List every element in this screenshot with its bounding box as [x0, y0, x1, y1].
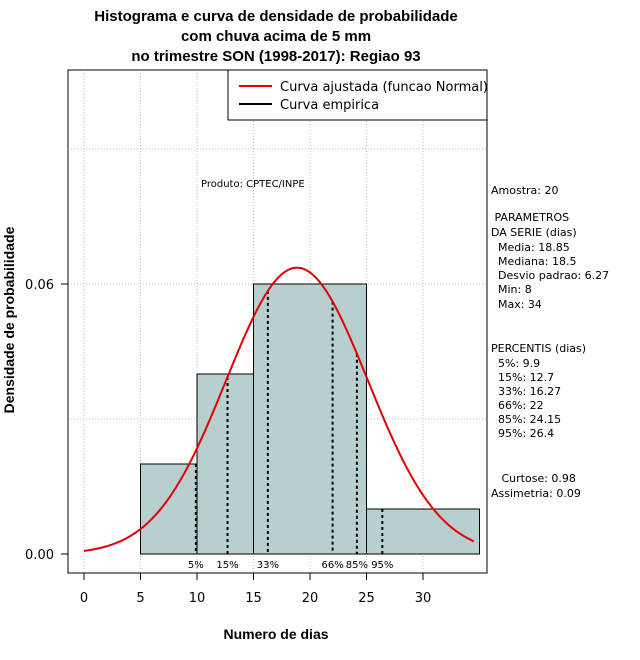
percentile-label: 33%	[257, 560, 279, 571]
x-axis-label: Numero de dias	[223, 626, 328, 642]
histogram-bar	[253, 283, 367, 555]
normal-curve-line	[83, 266, 475, 552]
percentis-title: PERCENTIS (dias)	[491, 342, 586, 355]
x-tick-label: 15	[245, 591, 262, 606]
percentile-label: 15%	[216, 560, 238, 571]
x-tick-label: 20	[302, 591, 319, 606]
histogram-bar	[140, 463, 198, 555]
product-annotation: Produto: CPTEC/INPE	[201, 179, 305, 190]
axes: 0 5 10 15 20 25 30 0.00 0.06	[25, 278, 431, 606]
chart-title-line-1: Histograma e curva de densidade de proba…	[94, 8, 457, 25]
percentil-5: 5%: 9.9	[491, 357, 540, 370]
sample-size-text: Amostra: 20	[491, 184, 558, 197]
histogram-bar	[366, 508, 480, 555]
percentil-85: 85%: 24.15	[491, 413, 561, 426]
y-tick-label: 0.00	[25, 548, 54, 563]
percentile-lines: 5% 15% 33% 66% 85% 95%	[188, 290, 393, 571]
x-tick-label: 5	[136, 591, 144, 606]
statistics-panel: Amostra: 20 PARAMETROS DA SERIE (dias) M…	[491, 184, 609, 500]
histogram-bar	[196, 373, 254, 555]
param-max: Max: 34	[491, 298, 542, 311]
x-tick-label: 10	[189, 591, 206, 606]
x-tick-label: 30	[415, 591, 432, 606]
percentile-label: 85%	[346, 560, 368, 571]
params-subtitle: DA SERIE (dias)	[491, 226, 577, 239]
percentile-label: 66%	[321, 560, 343, 571]
x-tick-label: 0	[80, 591, 88, 606]
chart-title-line-2: com chuva acima de 5 mm	[181, 28, 371, 45]
chart-title-line-3: no trimestre SON (1998-2017): Regiao 93	[131, 48, 420, 65]
x-tick-label: 25	[358, 591, 375, 606]
legend-box	[227, 69, 488, 121]
param-sd: Desvio padrao: 6.27	[491, 269, 609, 282]
percentile-label: 95%	[371, 560, 393, 571]
params-title: PARAMETROS	[491, 211, 569, 224]
y-axis-label: Densidade de probabilidade	[1, 226, 17, 413]
legend-label-fitted: Curva ajustada (funcao Normal)	[280, 80, 488, 95]
percentil-66: 66%: 22	[491, 399, 544, 412]
percentile-label: 5%	[188, 560, 204, 571]
legend: Curva ajustada (funcao Normal) Curva emp…	[227, 69, 488, 121]
legend-label-empirical: Curva empirica	[280, 98, 379, 113]
grid-lines	[68, 70, 487, 573]
param-min: Min: 8	[491, 283, 532, 296]
histogram-bars	[140, 283, 480, 555]
y-tick-label: 0.06	[25, 278, 54, 293]
param-median: Mediana: 18.5	[491, 255, 576, 268]
percentil-15: 15%: 12.7	[491, 371, 554, 384]
kurtosis-text: Curtose: 0.98	[491, 472, 576, 485]
percentil-33: 33%: 16.27	[491, 385, 561, 398]
param-mean: Media: 18.85	[491, 241, 570, 254]
skewness-text: Assimetria: 0.09	[491, 487, 581, 500]
percentil-95: 95%: 26.4	[491, 427, 554, 440]
